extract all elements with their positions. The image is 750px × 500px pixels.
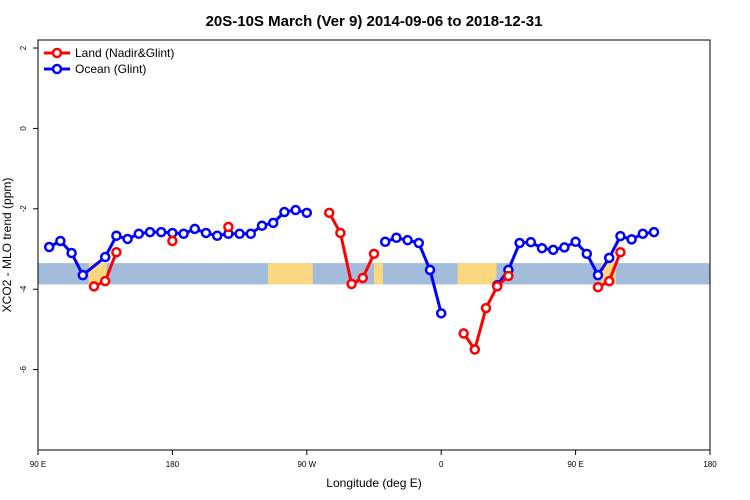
data-point (234, 228, 245, 239)
x-tick-label: 90 E (30, 460, 46, 469)
x-tick-label: 180 (703, 460, 717, 469)
data-point (189, 223, 201, 235)
data-point (570, 236, 581, 248)
data-point (615, 230, 626, 242)
data-point (402, 234, 413, 246)
data-point (55, 235, 66, 247)
data-point (559, 242, 570, 253)
data-point (379, 236, 391, 248)
data-point (413, 237, 425, 249)
data-point (626, 234, 637, 245)
y-tick-label: -6 (19, 366, 28, 374)
data-point (391, 232, 402, 244)
data-point (424, 264, 436, 276)
data-point (267, 217, 279, 229)
legend-marker (51, 47, 63, 59)
data-point (279, 206, 290, 218)
data-point (155, 226, 167, 238)
legend: Land (Nadir&Glint) Ocean (Glint) (44, 46, 174, 76)
data-point (88, 281, 100, 292)
x-tick-label: 90 E (567, 460, 583, 469)
data-point (469, 344, 481, 355)
data-point (133, 228, 145, 239)
data-point (547, 244, 559, 256)
data-point (581, 248, 593, 260)
data-point (335, 227, 346, 239)
data-point (99, 251, 111, 263)
data-point (637, 228, 649, 239)
map-band (38, 263, 710, 285)
data-point (43, 241, 55, 253)
series-ocean (43, 204, 660, 319)
legend-label: Land (Nadir&Glint) (75, 46, 174, 60)
data-point (357, 272, 369, 284)
data-point (514, 237, 525, 249)
data-point (592, 269, 604, 281)
data-point (245, 228, 257, 239)
x-tick-label: 0 (439, 460, 444, 469)
land-patch (267, 263, 313, 285)
data-point (223, 221, 234, 233)
data-point (323, 207, 335, 219)
x-axis: 90 E 180 90 W 0 90 E 180 (30, 450, 717, 469)
series-land (88, 207, 626, 355)
data-point (603, 275, 615, 287)
y-tick-label: 2 (19, 45, 28, 50)
plot-frame (37, 39, 711, 451)
data-point (211, 230, 223, 242)
legend-entry: Ocean (Glint) (44, 62, 146, 76)
data-point (77, 269, 89, 281)
legend-label: Ocean (Glint) (75, 62, 146, 76)
data-point (99, 275, 111, 287)
data-point (480, 302, 492, 314)
data-point (346, 278, 357, 290)
land-patch (457, 263, 497, 285)
data-point (435, 308, 447, 319)
x-tick-label: 90 W (297, 460, 316, 469)
data-point (491, 281, 503, 292)
x-axis-label: Longitude (deg E) (326, 476, 421, 490)
data-point (200, 227, 212, 239)
y-tick-label: -2 (19, 205, 28, 213)
data-point (167, 235, 178, 247)
data-point (536, 242, 548, 254)
y-tick-label: -4 (19, 285, 28, 293)
data-point (592, 281, 604, 293)
y-axis: 2 0 -2 -4 -6 (19, 45, 38, 373)
legend-marker (51, 63, 63, 75)
data-point (66, 247, 77, 259)
data-point (178, 228, 189, 239)
data-point (256, 220, 268, 231)
data-point (111, 230, 122, 242)
data-point (111, 246, 122, 258)
data-point (301, 207, 313, 219)
legend-entry: Land (Nadir&Glint) (44, 46, 174, 60)
data-point (525, 236, 537, 248)
data-point (144, 226, 156, 238)
chart-title: 20S-10S March (Ver 9) 2014-09-06 to 2018… (206, 13, 543, 30)
data-point (290, 204, 301, 216)
x-tick-label: 180 (166, 460, 180, 469)
data-point (368, 248, 380, 260)
data-point (503, 270, 514, 282)
data-point (615, 246, 626, 258)
y-axis-label: XCO2 - MLO trend (ppm) (0, 178, 14, 313)
data-point (648, 226, 660, 238)
data-point (458, 328, 469, 339)
y-tick-label: 0 (19, 126, 28, 131)
data-point (122, 233, 133, 245)
data-point (603, 252, 615, 264)
series-layer (43, 204, 660, 355)
land-patch (374, 263, 383, 285)
